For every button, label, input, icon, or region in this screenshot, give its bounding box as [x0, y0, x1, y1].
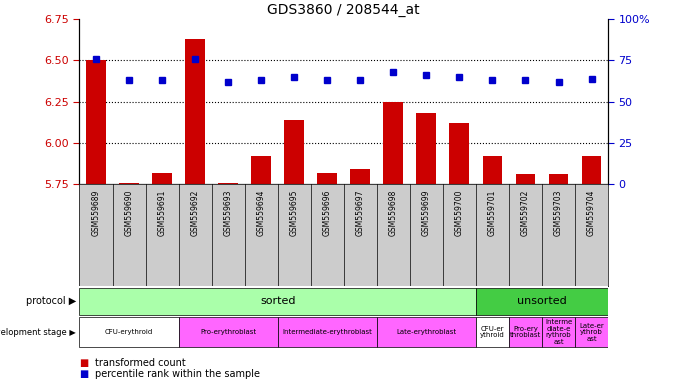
Bar [178, 318, 278, 347]
Bar [542, 318, 575, 347]
Text: percentile rank within the sample: percentile rank within the sample [95, 369, 260, 379]
Title: GDS3860 / 208544_at: GDS3860 / 208544_at [267, 3, 420, 17]
Bar [185, 39, 205, 184]
Text: GSM559699: GSM559699 [422, 189, 431, 236]
Bar [252, 156, 271, 184]
Bar [384, 102, 404, 184]
Bar [417, 113, 436, 184]
Text: Interme
diate-e
rythrob
ast: Interme diate-e rythrob ast [545, 319, 572, 345]
Text: ■: ■ [79, 369, 88, 379]
Text: GSM559691: GSM559691 [158, 189, 167, 236]
Text: protocol ▶: protocol ▶ [26, 296, 76, 306]
Text: GSM559698: GSM559698 [389, 189, 398, 236]
Text: CFU-er
ythroid: CFU-er ythroid [480, 326, 505, 338]
Bar [79, 318, 178, 347]
Text: development stage ▶: development stage ▶ [0, 328, 76, 337]
Text: Late-erythroblast: Late-erythroblast [397, 329, 457, 335]
Text: GSM559696: GSM559696 [323, 189, 332, 236]
Text: unsorted: unsorted [517, 296, 567, 306]
Text: GSM559693: GSM559693 [224, 189, 233, 236]
Text: GSM559703: GSM559703 [554, 189, 563, 236]
Text: Pro-erythroblast: Pro-erythroblast [200, 329, 256, 335]
Bar [350, 169, 370, 184]
Bar [482, 156, 502, 184]
Bar [278, 318, 377, 347]
Bar [152, 173, 172, 184]
Text: GSM559700: GSM559700 [455, 189, 464, 236]
Text: GSM559690: GSM559690 [124, 189, 133, 236]
Text: GSM559695: GSM559695 [290, 189, 299, 236]
Bar [575, 318, 608, 347]
Bar [449, 123, 469, 184]
Text: GSM559697: GSM559697 [356, 189, 365, 236]
Bar [317, 173, 337, 184]
Bar [284, 120, 304, 184]
Bar [582, 156, 601, 184]
Bar [377, 318, 476, 347]
Text: GSM559689: GSM559689 [91, 189, 100, 236]
Text: GSM559702: GSM559702 [521, 189, 530, 236]
Text: Late-er
ythrob
ast: Late-er ythrob ast [579, 323, 604, 342]
Text: ■: ■ [79, 358, 88, 368]
Bar [515, 174, 536, 184]
Text: CFU-erythroid: CFU-erythroid [105, 329, 153, 335]
Bar [476, 318, 509, 347]
Bar [509, 318, 542, 347]
Text: transformed count: transformed count [95, 358, 185, 368]
Text: GSM559692: GSM559692 [191, 189, 200, 236]
Text: sorted: sorted [260, 296, 296, 306]
Bar [79, 288, 476, 315]
Bar [86, 61, 106, 184]
Text: GSM559694: GSM559694 [256, 189, 265, 236]
Bar [476, 288, 608, 315]
Text: Intermediate-erythroblast: Intermediate-erythroblast [283, 329, 372, 335]
Text: GSM559701: GSM559701 [488, 189, 497, 236]
Bar [549, 174, 569, 184]
Text: GSM559704: GSM559704 [587, 189, 596, 236]
Text: Pro-ery
throblast: Pro-ery throblast [510, 326, 541, 338]
